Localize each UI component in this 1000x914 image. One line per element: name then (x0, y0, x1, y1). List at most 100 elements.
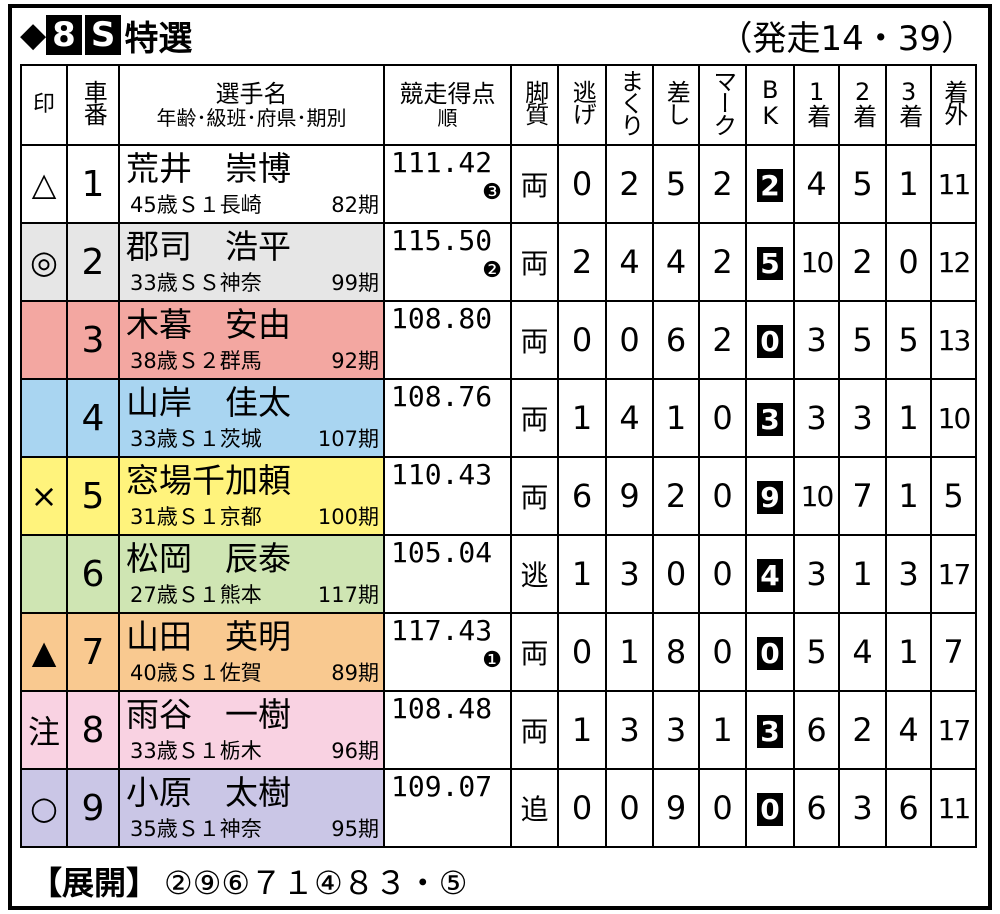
score-cell: 115.50 ❷ (383, 222, 512, 302)
prediction-mark: × (30, 477, 58, 515)
entry-row: △ 1 荒井 崇博 45歳Ｓ１長崎 82期 111.42 ❸ 両 0 2 5 2 2 4 5 1 11 (20, 144, 977, 224)
prediction: ②⑨⑥７１④８３・⑤ (164, 864, 468, 902)
bk-count: 0 (757, 793, 783, 826)
running-style: 両 (510, 378, 559, 458)
rank (386, 336, 509, 362)
prediction-mark: △ (31, 165, 57, 203)
mark-cell: ◎ (20, 222, 68, 302)
finish-third: 4 (885, 690, 932, 770)
rider-info: 33歳Ｓ１栃木 96期 (121, 735, 382, 765)
column-header-label: 3着 (894, 77, 923, 126)
rider-info: 45歳Ｓ１長崎 82期 (121, 189, 382, 219)
car-number: 7 (66, 612, 120, 692)
finish-out: 17 (930, 690, 977, 770)
rank (386, 492, 509, 518)
column-header: マーク (698, 64, 747, 146)
column-header: 競走得点順 (383, 64, 512, 146)
rider-cell: 松岡 辰泰 27歳Ｓ１熊本 117期 (118, 534, 385, 614)
stat-escape: 2 (557, 222, 607, 302)
frame (8, 4, 992, 910)
stat-sashi: 6 (652, 300, 700, 380)
score: 111.42 (391, 146, 493, 179)
stat-mark-count: 2 (698, 300, 747, 380)
bk-cell: 3 (745, 690, 795, 770)
finish-out: 11 (930, 768, 977, 848)
column-header-label: まくり (615, 68, 644, 135)
column-header: 選手名 年齢･級班･府県･期別 (118, 64, 385, 146)
rider-name: 山岸 佳太 (126, 383, 291, 422)
finish-out: 12 (930, 222, 977, 302)
finish-second: 2 (838, 222, 887, 302)
entry-row: ◎ 2 郡司 浩平 33歳ＳＳ神奈 99期 115.50 ❷ 両 2 4 4 2 5 10 2 0 12 (20, 222, 977, 302)
stat-mark-count: 2 (698, 144, 747, 224)
stat-makuri: 9 (605, 456, 654, 536)
bk-cell: 0 (745, 612, 795, 692)
column-header: まくり (605, 64, 654, 146)
stat-sashi: 1 (652, 378, 700, 458)
stat-makuri: 4 (605, 378, 654, 458)
finish-first: 3 (793, 378, 840, 458)
column-header: 2着 (838, 64, 887, 146)
score: 110.43 (391, 458, 493, 491)
car-number: 5 (66, 456, 120, 536)
finish-second: 1 (838, 534, 887, 614)
header-mark: ◆ (20, 15, 47, 55)
finish-out: 7 (930, 612, 977, 692)
prediction-mark: 注 (27, 713, 60, 751)
column-header-line: 選手名 (215, 79, 288, 108)
finish-out: 11 (930, 144, 977, 224)
stat-makuri: 2 (605, 144, 654, 224)
stat-makuri: 3 (605, 690, 654, 770)
bk-cell: 0 (745, 300, 795, 380)
bk-count: 0 (757, 325, 783, 358)
finish-first: 6 (793, 690, 840, 770)
column-header: 3着 (885, 64, 932, 146)
stat-escape: 1 (557, 534, 607, 614)
rank: ❸ (482, 180, 502, 205)
column-header-line: 年齢･級班･府県･期別 (156, 106, 347, 131)
score: 109.07 (391, 770, 493, 803)
stat-mark-count: 2 (698, 222, 747, 302)
rank (386, 570, 509, 596)
race-number: 8 (46, 15, 82, 55)
score-cell: 108.80 (383, 300, 512, 380)
finish-second: 2 (838, 690, 887, 770)
rider-term: 117期 (317, 583, 379, 607)
column-header: 車番 (66, 64, 120, 146)
column-header: 差し (652, 64, 700, 146)
rider-cell: 木暮 安由 38歳Ｓ２群馬 92期 (118, 300, 385, 380)
running-style: 両 (510, 300, 559, 380)
finish-first: 3 (793, 534, 840, 614)
entry-row: 6 松岡 辰泰 27歳Ｓ１熊本 117期 105.04 逃 1 3 0 0 4 3 1 3 17 (20, 534, 977, 614)
rider-info: 33歳ＳＳ神奈 99期 (121, 267, 382, 297)
rider-profile: 45歳Ｓ１長崎 (130, 193, 262, 217)
rider-name: 木暮 安由 (126, 305, 291, 344)
rider-cell: 小原 太樹 35歳Ｓ１神奈 95期 (118, 768, 385, 848)
finish-third: 0 (885, 222, 932, 302)
car-number: 8 (66, 690, 120, 770)
score-cell: 108.48 (383, 690, 512, 770)
finish-first: 3 (793, 300, 840, 380)
stat-sashi: 2 (652, 456, 700, 536)
car-number: 4 (66, 378, 120, 458)
rank (386, 726, 509, 752)
bk-count: 4 (757, 559, 783, 592)
stat-sashi: 8 (652, 612, 700, 692)
finish-out: 10 (930, 378, 977, 458)
stat-mark-count: 0 (698, 534, 747, 614)
column-header-label: 着外 (939, 79, 968, 124)
mark-cell (20, 378, 68, 458)
entry-row: ▲ 7 山田 英明 40歳Ｓ１佐賀 89期 117.43 ❶ 両 0 1 8 0 0 5 4 1 7 (20, 612, 977, 692)
column-header-label: 差し (662, 79, 691, 124)
finish-second: 5 (838, 144, 887, 224)
bk-count: 3 (757, 715, 783, 748)
score-cell: 111.42 ❸ (383, 144, 512, 224)
finish-second: 3 (838, 378, 887, 458)
rider-info: 31歳Ｓ１京都 100期 (121, 501, 382, 531)
column-header: 逃げ (557, 64, 607, 146)
rider-cell: 山岸 佳太 33歳Ｓ１茨城 107期 (118, 378, 385, 458)
rider-cell: 荒井 崇博 45歳Ｓ１長崎 82期 (118, 144, 385, 224)
rank: ❶ (482, 648, 502, 673)
finish-first: 5 (793, 612, 840, 692)
rider-profile: 33歳Ｓ１栃木 (130, 739, 262, 763)
